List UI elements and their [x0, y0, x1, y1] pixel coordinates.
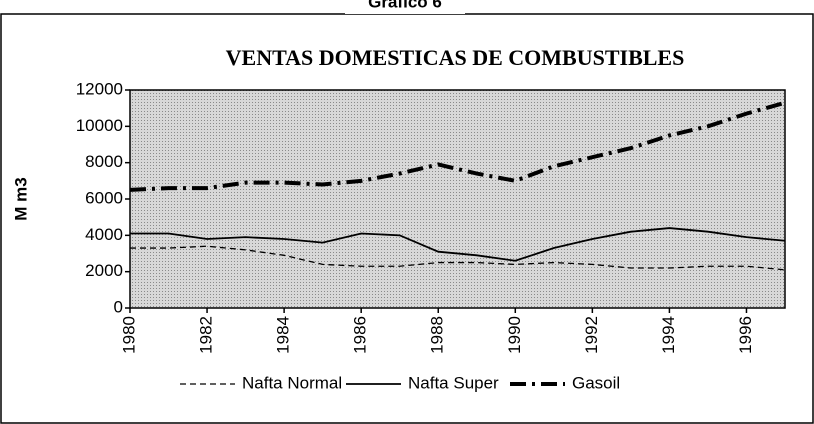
- y-tick-label: 0: [114, 297, 123, 316]
- x-tick-label: 1982: [197, 316, 216, 354]
- y-tick-label: 4000: [85, 225, 123, 244]
- y-tick-label: 8000: [85, 152, 123, 171]
- y-tick-label: 12000: [76, 79, 123, 98]
- plot-area: [129, 89, 786, 309]
- chart-title: VENTAS DOMESTICAS DE COMBUSTIBLES: [226, 45, 685, 70]
- y-tick-label: 6000: [85, 188, 123, 207]
- legend-label: Nafta Normal: [242, 373, 342, 392]
- y-tick-label: 10000: [76, 116, 123, 135]
- chart-header: Gráfico 6: [368, 0, 442, 11]
- y-tick-label: 2000: [85, 261, 123, 280]
- y-axis-label: M m3: [11, 177, 30, 220]
- x-tick-label: 1988: [428, 316, 447, 354]
- x-tick-label: 1990: [505, 316, 524, 354]
- header-bg: [345, 0, 465, 14]
- series-line: [130, 227, 786, 262]
- legend-label: Gasoil: [572, 373, 620, 392]
- x-tick-label: 1996: [736, 316, 755, 354]
- x-tick-label: 1986: [351, 316, 370, 354]
- x-tick-label: 1984: [274, 316, 293, 354]
- x-tick-label: 1994: [659, 316, 678, 354]
- x-tick-label: 1980: [119, 316, 138, 354]
- x-tick-label: 1992: [582, 316, 601, 354]
- legend-label: Nafta Super: [408, 373, 499, 392]
